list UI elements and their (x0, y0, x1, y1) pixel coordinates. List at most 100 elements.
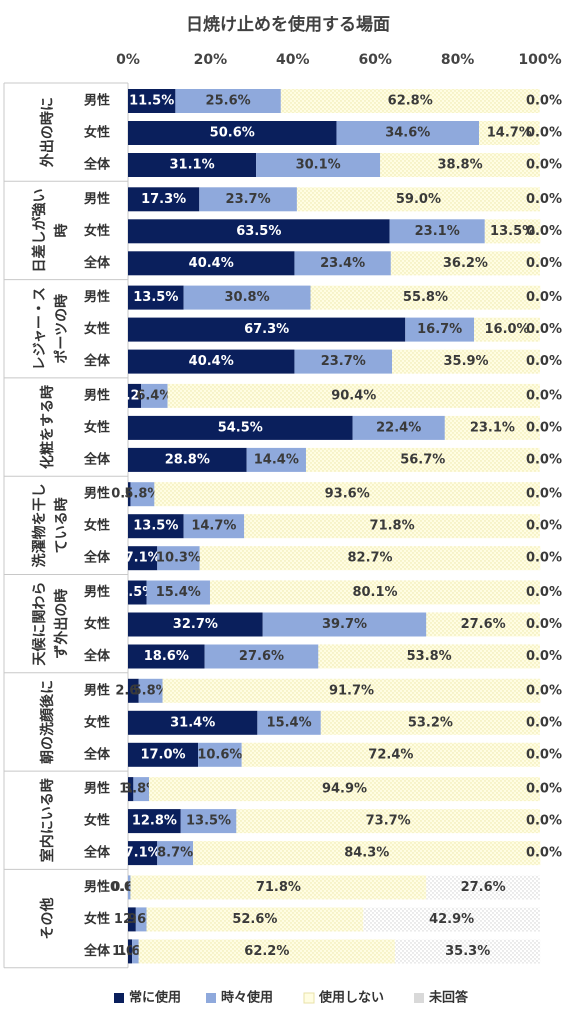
data-label: 93.6% (325, 487, 370, 502)
data-label: 14.4% (254, 452, 299, 467)
bar-segment (128, 841, 158, 866)
row-label: 女性 (84, 714, 110, 730)
data-label: 90.4% (331, 388, 376, 403)
legend-label: 未回答 (428, 990, 469, 1006)
data-label: 71.8% (370, 519, 415, 534)
bar-segment (128, 678, 139, 703)
bar-segment (128, 251, 295, 276)
bar-segment (128, 121, 337, 145)
bar-segment (128, 875, 131, 900)
data-label: 23.7% (321, 354, 366, 369)
bar-segment (128, 777, 134, 802)
bar-segment (474, 317, 540, 342)
bar-segment (128, 317, 406, 342)
bar-segment (128, 153, 257, 177)
bar-segment (128, 482, 131, 507)
data-label: 17.3% (141, 192, 186, 207)
bar-segment (392, 349, 540, 374)
data-label: 15.4% (267, 715, 312, 730)
data-label: 82.7% (347, 551, 392, 566)
bar-segment (154, 482, 541, 507)
bar-segment (157, 841, 194, 866)
row-label: 女性 (84, 616, 110, 632)
data-label: 0.0% (526, 158, 562, 173)
data-label: 5.8% (124, 487, 160, 502)
group-label: 朝の洗顔後に (39, 680, 56, 764)
bar-segment (149, 777, 540, 802)
group-label: レジャー・ス (32, 287, 48, 370)
bar-segment (294, 251, 391, 276)
data-label: 42.9% (429, 912, 474, 927)
group-label: 天候に関わら (31, 582, 48, 666)
data-label: 27.6% (461, 617, 506, 632)
data-label: 53.8% (407, 649, 452, 664)
bar-segment (128, 742, 199, 767)
bar-segment (128, 907, 136, 932)
data-label: 34.6% (385, 126, 430, 141)
data-label: 30.1% (296, 158, 341, 173)
group-label: 時 (53, 223, 70, 237)
row-label: 女性 (84, 813, 110, 829)
row-label: 全体 (83, 451, 111, 467)
bar-segment (280, 89, 540, 113)
bar-segment (128, 349, 295, 374)
bar-segment (363, 907, 540, 932)
group-label: ず外出の時 (53, 589, 70, 659)
bar-segment (352, 415, 445, 440)
data-label: 62.8% (388, 94, 433, 109)
data-label: 0.0% (526, 420, 562, 435)
data-label: 0.0% (526, 487, 562, 502)
bar-segment (241, 742, 540, 767)
row-label: 男性 (84, 584, 110, 600)
data-label: 0.0% (526, 551, 562, 566)
bar-segment (394, 939, 541, 964)
data-label: 0.0% (526, 452, 562, 467)
bar-segment (257, 710, 321, 735)
bar-segment (146, 580, 210, 605)
row-label: 全体 (83, 255, 111, 271)
row-label: 女性 (84, 419, 110, 435)
data-label: 72.4% (368, 747, 413, 762)
data-label: 32.7% (173, 617, 218, 632)
x-tick-label: 60% (358, 52, 392, 68)
bar-segment (135, 907, 147, 932)
x-tick-label: 20% (194, 52, 228, 68)
bar-segment (132, 939, 139, 964)
data-label: 16.0% (484, 322, 529, 337)
data-label: 25.6% (206, 94, 251, 109)
row-label: 女性 (84, 125, 110, 141)
data-label: 0.0% (526, 846, 562, 861)
legend-swatch (114, 993, 124, 1003)
bar-segment (133, 777, 150, 802)
row-label: 全体 (83, 943, 111, 959)
data-label: 14.7% (487, 126, 532, 141)
data-label: 0.0% (526, 617, 562, 632)
bar-segment (130, 482, 155, 507)
bar-segment (426, 875, 540, 900)
row-label: 女性 (84, 223, 110, 239)
bar-segment (389, 219, 485, 244)
data-label: 12.8% (132, 814, 177, 829)
data-label: 67.3% (244, 322, 289, 337)
bar-segment (310, 285, 541, 310)
row-label: 男性 (84, 486, 110, 502)
bar-segment (128, 809, 181, 834)
data-label: 59.0% (396, 192, 441, 207)
row-label: 女性 (84, 518, 110, 534)
bar-segment (380, 153, 540, 177)
data-label: 13.5% (133, 519, 178, 534)
row-label: 女性 (84, 321, 110, 337)
legend-label: 使用しない (318, 990, 384, 1006)
bar-segment (157, 546, 200, 571)
bar-segment (128, 514, 184, 539)
data-label: 53.2% (408, 715, 453, 730)
bar-segment (128, 447, 247, 472)
data-label: 40.4% (189, 256, 234, 271)
bar-segment (128, 546, 158, 571)
data-label: 7.1% (125, 846, 161, 861)
bar-segment (146, 907, 364, 932)
bar-segment (128, 219, 390, 244)
data-label: 0.0% (526, 388, 562, 403)
bar-segment (180, 809, 237, 834)
